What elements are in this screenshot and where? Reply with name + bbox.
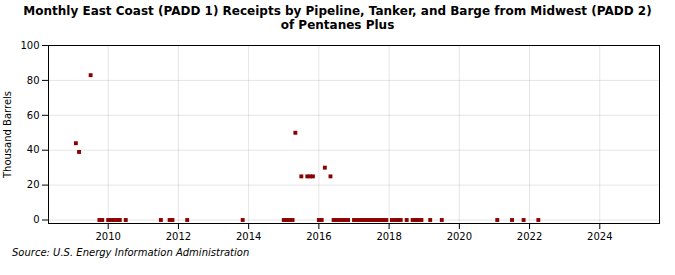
- svg-text:40: 40: [27, 144, 40, 155]
- svg-text:2020: 2020: [447, 230, 472, 241]
- svg-text:0: 0: [33, 214, 39, 225]
- svg-text:2018: 2018: [376, 230, 401, 241]
- svg-text:100: 100: [20, 39, 39, 50]
- svg-text:60: 60: [27, 109, 40, 120]
- svg-text:2016: 2016: [306, 230, 331, 241]
- html-text:Monthly East Coast (PADD 1) Re: Monthly East Coast (PADD 1) Receipts by …: [23, 4, 652, 33]
- svg-text:20: 20: [27, 179, 40, 190]
- svg-text:2012: 2012: [166, 230, 191, 241]
- svg-text:2022: 2022: [517, 230, 542, 241]
- svg-text:2010: 2010: [95, 230, 120, 241]
- svg-text:2014: 2014: [236, 230, 261, 241]
- svg-text:80: 80: [27, 74, 40, 85]
- html-text:Source: U.S. Energy Informatio: Source: U.S. Energy Information Administ…: [12, 246, 250, 258]
- svg-text:2024: 2024: [587, 230, 612, 241]
- svg-text:Thousand Barrels: Thousand Barrels: [2, 91, 13, 179]
